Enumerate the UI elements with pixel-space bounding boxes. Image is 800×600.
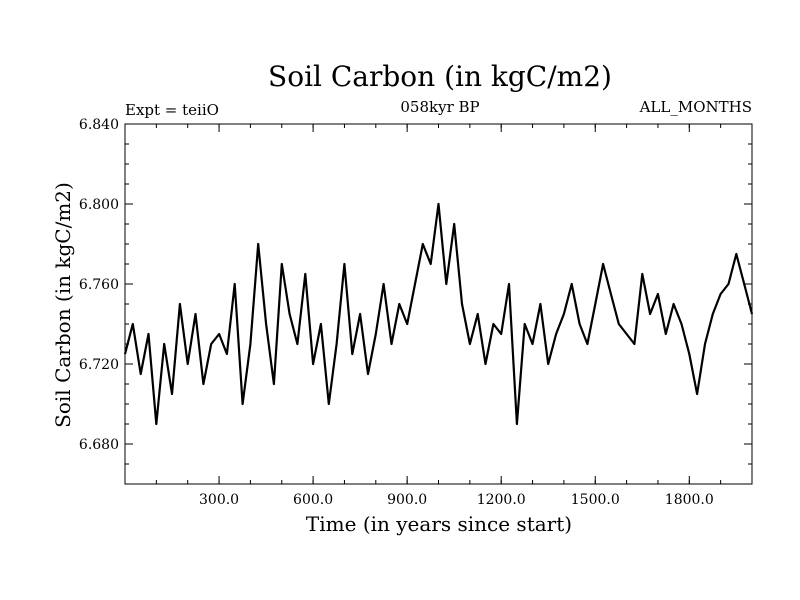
chart-subtitle: 058kyr BP [400, 98, 479, 116]
x-tick-label: 600.0 [293, 492, 333, 508]
chart-title: Soil Carbon (in kgC/m2) [268, 60, 612, 93]
x-tick-label: 1200.0 [477, 492, 526, 508]
y-tick-label: 6.760 [79, 277, 119, 293]
series-line [123, 202, 754, 426]
y-tick-label: 6.720 [79, 357, 119, 373]
x-tick-label: 900.0 [387, 492, 427, 508]
y-tick-label: 6.840 [79, 117, 119, 133]
y-tick-label: 6.680 [79, 437, 119, 453]
y-tick-label: 6.800 [79, 197, 119, 213]
plot-area: 300.0 600.0 900.0 1200.0 1500.0 1800.0 6.680 6.… [79, 117, 754, 508]
months-label: ALL_MONTHS [639, 98, 752, 116]
x-tick-label: 1800.0 [665, 492, 714, 508]
plot-frame [124, 123, 753, 485]
experiment-label: Expt = teiiO [125, 101, 219, 119]
x-tick-label: 300.0 [199, 492, 239, 508]
x-axis-label: Time (in years since start) [306, 512, 572, 536]
x-tick-label: 1500.0 [571, 492, 620, 508]
y-axis-label: Soil Carbon (in kgC/m2) [51, 182, 75, 428]
